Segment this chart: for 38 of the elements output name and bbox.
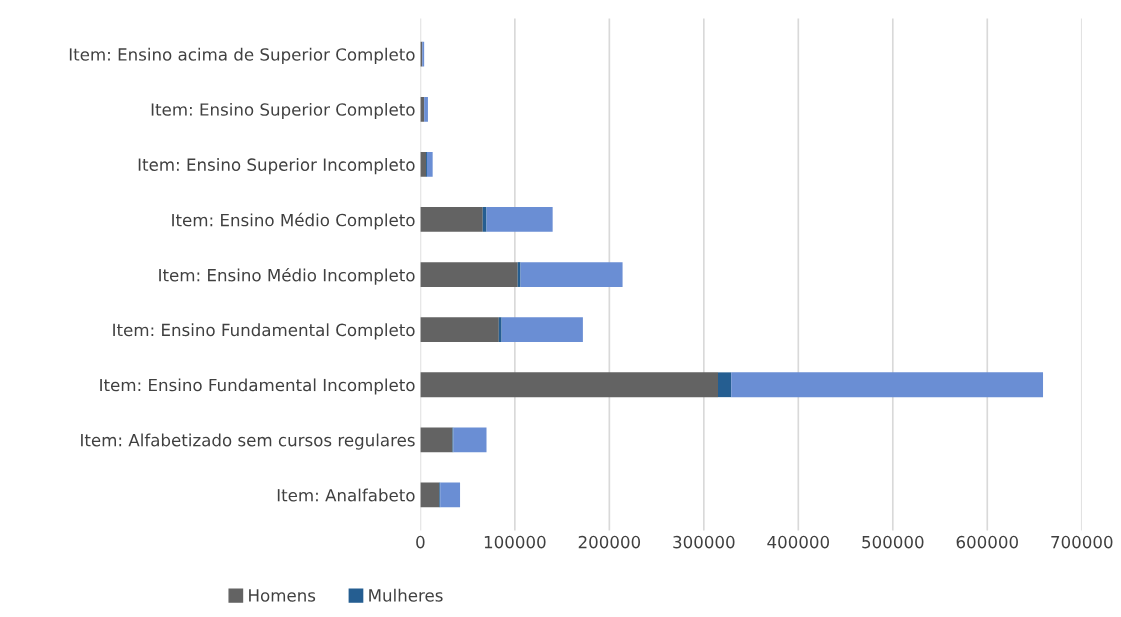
x-tick-label: 700000 xyxy=(1051,535,1113,549)
bar xyxy=(420,427,453,453)
x-tick-label: 100000 xyxy=(484,535,546,549)
y-tick-label: Item: Ensino Superior Completo xyxy=(151,102,415,120)
y-tick-label: Item: Alfabetizado sem cursos regulares xyxy=(81,433,415,450)
bar xyxy=(718,372,732,398)
bar xyxy=(424,96,428,122)
bar xyxy=(486,207,553,232)
legend-label: Mulheres xyxy=(369,588,443,602)
bar xyxy=(482,207,487,232)
bar xyxy=(420,372,718,398)
bar xyxy=(731,372,1044,398)
bar xyxy=(426,151,433,177)
bar xyxy=(440,482,461,508)
bar xyxy=(420,317,499,343)
y-tick-label: Item: Ensino Fundamental Incompleto xyxy=(100,378,415,395)
y-tick-label: Item: Ensino Fundamental Completo xyxy=(113,323,415,340)
bar xyxy=(453,427,487,453)
x-tick-label: 300000 xyxy=(673,535,735,549)
bar xyxy=(420,482,440,508)
x-tick-label: 600000 xyxy=(956,535,1018,549)
y-tick-label: Item: Ensino Médio Completo xyxy=(172,212,415,230)
bar xyxy=(501,317,583,343)
y-tick-label: Item: Ensino Superior Incompleto xyxy=(138,158,415,175)
x-tick-label: 200000 xyxy=(578,535,641,549)
bar xyxy=(498,317,502,343)
x-tick-label: 500000 xyxy=(862,535,924,549)
bar xyxy=(517,262,521,287)
x-tick-label: 0 xyxy=(416,535,425,549)
bar xyxy=(420,262,518,287)
legend-label: Homens xyxy=(249,589,316,602)
bar xyxy=(420,151,427,177)
bar xyxy=(520,262,623,287)
bar xyxy=(420,207,483,232)
y-tick-label: Item: Ensino Médio Incompleto xyxy=(159,267,415,285)
y-tick-label: Item: Analfabeto xyxy=(277,488,415,502)
y-tick-label: Item: Ensino acima de Superior Completo xyxy=(69,47,415,64)
x-tick-label: 400000 xyxy=(767,535,830,549)
